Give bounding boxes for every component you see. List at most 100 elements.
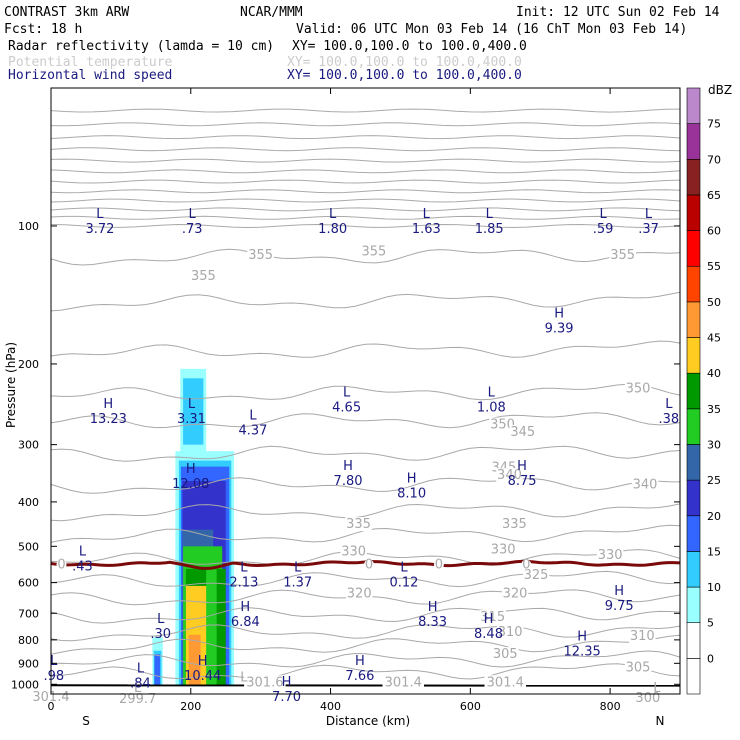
wind-extremum-value: 8.75 bbox=[508, 474, 537, 489]
theta-contour bbox=[51, 650, 680, 668]
colorbar-swatch bbox=[686, 301, 701, 338]
theta-label-bg bbox=[190, 269, 217, 284]
x-tick-label: 200 bbox=[180, 700, 201, 713]
colorbar-swatch bbox=[686, 408, 701, 445]
theta-extremum-label: L bbox=[653, 681, 661, 696]
colorbar-level-label: 20 bbox=[707, 510, 721, 523]
theta-label-bg bbox=[629, 628, 656, 643]
potential-temperature-contours bbox=[51, 248, 680, 680]
x-axis-label: Distance (km) bbox=[326, 714, 410, 728]
reflectivity-field bbox=[152, 368, 235, 687]
theta-extremum-label: L bbox=[240, 670, 248, 685]
y-tick-label: 900 bbox=[18, 657, 39, 670]
refl-cell bbox=[188, 634, 201, 686]
field1-name: Radar reflectivity (lamda = 10 cm) bbox=[8, 39, 274, 54]
theta-contour-label: 335 bbox=[502, 517, 527, 532]
init-time: Init: 12 UTC Sun 02 Feb 14 bbox=[516, 5, 720, 20]
theta-contour-label: 320 bbox=[347, 586, 372, 601]
wind-extremum-value: 1.63 bbox=[412, 222, 441, 237]
theta-label-bg bbox=[522, 568, 550, 583]
colorbar-swatch bbox=[686, 586, 701, 624]
field3-xy: XY= 100.0,100.0 to 100.0,400.0 bbox=[287, 68, 522, 83]
wind-extremum-letter: H bbox=[484, 612, 494, 627]
field2-xy: XY= 100.0,100.0 to 100.0,400.0 bbox=[287, 55, 522, 70]
colorbar-swatch bbox=[686, 479, 701, 517]
theta-label-bg bbox=[247, 247, 274, 262]
colorbar-swatch bbox=[686, 87, 701, 124]
theta-contour-label: 305 bbox=[626, 661, 651, 676]
colorbar-level-label: 45 bbox=[707, 332, 721, 345]
colorbar-level-label: 35 bbox=[707, 403, 721, 416]
field1-xy: XY= 100.0,100.0 to 100.0,400.0 bbox=[292, 39, 527, 54]
x-tick-label: 0 bbox=[48, 700, 55, 713]
wind-extremum-letter: H bbox=[343, 459, 353, 474]
colorbar-swatch bbox=[686, 622, 701, 659]
colorbar-swatch bbox=[686, 158, 701, 196]
wind-extremum-letter: H bbox=[517, 459, 527, 474]
upper-theta-line bbox=[51, 215, 680, 220]
colorbar-swatch bbox=[686, 658, 701, 695]
wind-extremum-letter: L bbox=[189, 207, 197, 222]
freezing-label-bg bbox=[521, 559, 532, 570]
colorbar-swatch bbox=[686, 444, 701, 481]
wind-extremum-letter: L bbox=[188, 397, 196, 412]
wind-extremum-letter: H bbox=[198, 654, 208, 669]
title-left: CONTRAST 3km ARW bbox=[4, 5, 129, 20]
wind-extremum-letter: H bbox=[355, 654, 365, 669]
freezing-level-label: 0 bbox=[435, 558, 443, 573]
freezing-label-bg bbox=[363, 559, 374, 570]
y-tick-label: 400 bbox=[18, 496, 39, 509]
x-tick-label: 600 bbox=[460, 700, 481, 713]
upper-theta-line bbox=[51, 179, 680, 184]
wind-speed-extrema: L3.72L.73L1.80L1.63L1.85L.59L.37H9.39H13… bbox=[43, 207, 679, 705]
colorbar-swatch bbox=[686, 123, 701, 160]
wind-extremum-letter: L bbox=[249, 408, 257, 423]
colorbar-level-label: 75 bbox=[707, 118, 721, 131]
theta-contour bbox=[51, 248, 680, 266]
theta-label-bg bbox=[345, 586, 373, 601]
theta-label-bg bbox=[360, 244, 388, 259]
theta-label-bg bbox=[244, 675, 286, 690]
wind-extremum-letter: H bbox=[240, 600, 250, 615]
colorbar-level-label: 10 bbox=[707, 581, 721, 594]
upper-theta-line bbox=[51, 198, 680, 203]
wind-extremum-letter: L bbox=[329, 207, 337, 222]
theta-contour bbox=[51, 383, 680, 401]
refl-cell bbox=[206, 568, 217, 686]
wind-extremum-letter: H bbox=[428, 600, 438, 615]
field2-name: Potential temperature bbox=[8, 55, 173, 70]
theta-label-bg bbox=[631, 477, 659, 492]
theta-contour-label: 310 bbox=[498, 625, 523, 640]
theta-label-bg bbox=[345, 517, 372, 532]
wind-extremum-value: 8.33 bbox=[418, 615, 447, 630]
theta-contour-label: 315 bbox=[480, 610, 505, 625]
y-tick-label: 700 bbox=[18, 607, 39, 620]
theta-label-bg bbox=[596, 548, 624, 563]
theta-contour-label: 355 bbox=[248, 248, 273, 263]
colorbar-level-label: 55 bbox=[707, 260, 721, 273]
theta-extremum-label: L bbox=[134, 681, 142, 696]
freezing-level-label: 0 bbox=[522, 558, 530, 573]
colorbar-unit: dBZ bbox=[708, 83, 732, 97]
theta-contour-label: 335 bbox=[346, 517, 371, 532]
y-tick-label: 100 bbox=[18, 220, 39, 233]
x-tick-label: 400 bbox=[320, 700, 341, 713]
colorbar-level-label: 70 bbox=[707, 153, 721, 166]
colorbar-level-label: 40 bbox=[707, 367, 721, 380]
theta-contour-label: 355 bbox=[361, 244, 386, 259]
theta-contour-label: 350 bbox=[626, 381, 651, 396]
theta-label-bg bbox=[382, 675, 424, 690]
theta-label-bg bbox=[496, 624, 524, 639]
theta-contour-label: 330 bbox=[341, 544, 366, 559]
upper-theta-line bbox=[51, 108, 680, 113]
theta-label-bg bbox=[501, 586, 529, 601]
freezing-label-bg bbox=[56, 559, 67, 570]
wind-extremum-letter: L bbox=[96, 207, 104, 222]
wind-extremum-value: 4.65 bbox=[332, 400, 361, 415]
theta-contour bbox=[51, 445, 680, 462]
theta-contour bbox=[51, 340, 680, 358]
colorbar-swatch bbox=[686, 230, 701, 267]
theta-contour-label: 355 bbox=[610, 248, 635, 263]
wind-extremum-letter: H bbox=[554, 307, 564, 322]
